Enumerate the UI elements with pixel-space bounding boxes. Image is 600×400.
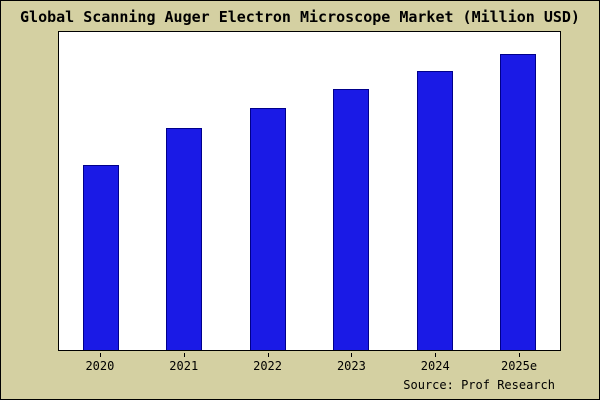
x-tick-label-2021: 2021	[142, 353, 226, 373]
x-axis-tick-labels: 2020 2021 2022 2023 2024 2025e	[58, 353, 561, 373]
bar-2021	[166, 128, 203, 350]
x-tick-label-2020: 2020	[58, 353, 142, 373]
bar-2023	[333, 89, 370, 350]
x-tick-label-2022: 2022	[226, 353, 310, 373]
bar-slot	[143, 32, 227, 350]
bar-series	[59, 32, 560, 350]
bar-slot	[477, 32, 561, 350]
bar-2022	[249, 108, 286, 350]
chart-title: Global Scanning Auger Electron Microscop…	[20, 8, 580, 26]
plot-area	[58, 31, 561, 351]
bar-slot	[59, 32, 143, 350]
bar-2024	[416, 71, 453, 350]
bar-slot	[226, 32, 310, 350]
bar-2020	[82, 165, 119, 350]
bar-2025e	[500, 54, 537, 350]
bar-slot	[393, 32, 477, 350]
x-tick-label-2023: 2023	[309, 353, 393, 373]
bar-slot	[310, 32, 394, 350]
source-credit: Source: Prof Research	[403, 378, 555, 392]
x-tick-label-2024: 2024	[393, 353, 477, 373]
x-tick-label-2025e: 2025e	[477, 353, 561, 373]
